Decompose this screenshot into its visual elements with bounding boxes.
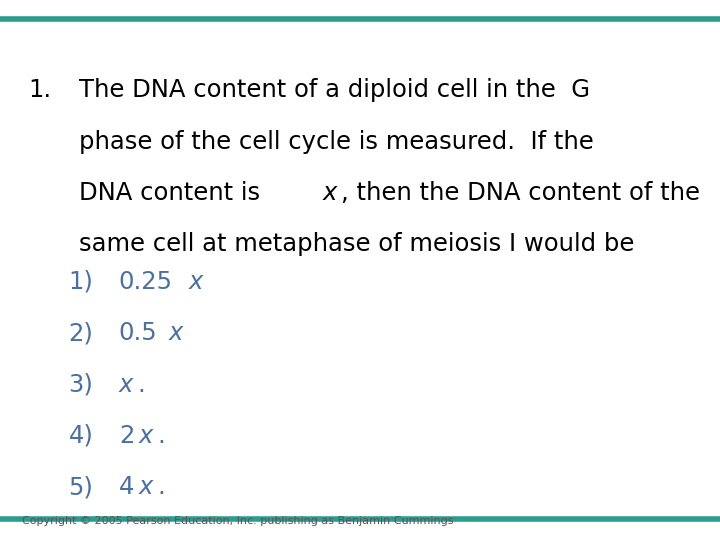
Text: x: x: [168, 321, 183, 345]
Text: phase of the cell cycle is measured.  If the: phase of the cell cycle is measured. If …: [79, 130, 594, 153]
Text: x: x: [189, 270, 203, 294]
Text: 1.: 1.: [29, 78, 52, 102]
Text: Copyright © 2005 Pearson Education, Inc. publishing as Benjamin Cummings: Copyright © 2005 Pearson Education, Inc.…: [22, 516, 453, 526]
Text: 5): 5): [68, 475, 94, 499]
Text: 3): 3): [68, 373, 94, 396]
Text: 4: 4: [119, 475, 134, 499]
Text: 0.5: 0.5: [119, 321, 158, 345]
Text: 1): 1): [68, 270, 94, 294]
Text: DNA content is: DNA content is: [79, 181, 268, 205]
Text: The DNA content of a diploid cell in the  G: The DNA content of a diploid cell in the…: [79, 78, 590, 102]
Text: 2): 2): [68, 321, 94, 345]
Text: same cell at metaphase of meiosis I would be: same cell at metaphase of meiosis I woul…: [79, 232, 634, 256]
Text: .: .: [138, 373, 145, 396]
Text: 2: 2: [119, 424, 134, 448]
Text: .: .: [157, 424, 165, 448]
Text: 4): 4): [68, 424, 94, 448]
Text: x: x: [119, 373, 133, 396]
Text: , then the DNA content of the: , then the DNA content of the: [341, 181, 701, 205]
Text: .: .: [157, 475, 165, 499]
Text: x: x: [323, 181, 337, 205]
Text: 0.25: 0.25: [119, 270, 173, 294]
Text: x: x: [139, 424, 153, 448]
Text: x: x: [139, 475, 153, 499]
